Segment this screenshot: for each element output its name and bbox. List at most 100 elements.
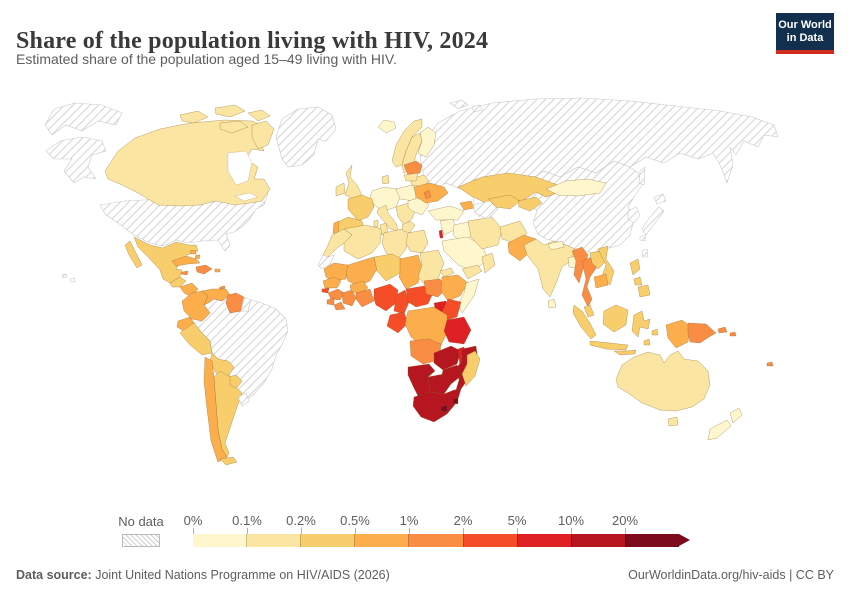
algeria-region[interactable] — [343, 224, 383, 260]
colombia-region[interactable] — [181, 290, 211, 322]
mali-region[interactable] — [345, 256, 378, 287]
china-region[interactable] — [523, 160, 643, 254]
ghana-togo-benin-region[interactable] — [355, 288, 375, 308]
australia-region[interactable] — [615, 350, 711, 412]
lesser-sunda-region[interactable] — [613, 328, 659, 356]
congo-gabon-region[interactable] — [386, 311, 409, 334]
west-new-guinea-region[interactable] — [665, 319, 691, 349]
puerto-rico-region[interactable] — [214, 268, 221, 273]
sakhalin-region[interactable] — [638, 166, 646, 186]
japan-region[interactable] — [639, 193, 667, 242]
saudi-region[interactable] — [441, 236, 489, 272]
libya-region[interactable] — [381, 228, 409, 260]
guinea-bissau-region[interactable] — [321, 287, 330, 294]
malaysia-pen-region[interactable] — [583, 304, 595, 318]
vietnam-region[interactable] — [597, 245, 615, 286]
greenland-region[interactable] — [275, 106, 337, 168]
israel-region[interactable] — [438, 229, 444, 239]
canada-region[interactable] — [104, 119, 271, 207]
alaska-region[interactable] — [45, 136, 107, 184]
kyrgyz-tajik-region[interactable] — [517, 196, 543, 212]
nigeria-region[interactable] — [373, 283, 399, 312]
somalia-region[interactable] — [457, 278, 480, 314]
philippines-region[interactable] — [629, 258, 651, 298]
venezuela-region[interactable] — [201, 288, 231, 306]
mauritania-region[interactable] — [323, 262, 349, 282]
eritrea-region[interactable] — [439, 267, 455, 278]
legend-segment-b7[interactable] — [570, 534, 625, 547]
legend-segment-b4[interactable] — [408, 534, 463, 547]
legend-segment-b1[interactable] — [246, 534, 301, 547]
guinea-region[interactable] — [327, 288, 345, 301]
lithuania-region[interactable] — [403, 172, 419, 182]
svalbard-region[interactable] — [449, 99, 483, 113]
yemen-region[interactable] — [461, 264, 483, 280]
nepal-region[interactable] — [547, 240, 565, 251]
french-guiana-region[interactable] — [240, 296, 252, 312]
moldova-region[interactable] — [423, 189, 432, 200]
tanzania-region[interactable] — [443, 316, 472, 345]
legend-segment-b2[interactable] — [300, 534, 355, 547]
madagascar-region[interactable] — [461, 350, 481, 387]
hawaii-region[interactable] — [61, 273, 76, 283]
tasmania-region[interactable] — [667, 416, 679, 427]
western-sahara-region[interactable] — [317, 254, 335, 270]
hispaniola-region[interactable] — [195, 264, 213, 275]
liberia-region[interactable] — [333, 301, 346, 311]
azerbaijan-region[interactable] — [459, 200, 475, 211]
turkey-region[interactable] — [427, 205, 465, 221]
turkmenistan-region[interactable] — [472, 200, 499, 220]
borneo-region[interactable] — [602, 304, 629, 333]
lesotho-region[interactable] — [440, 404, 448, 413]
ireland-region[interactable] — [335, 182, 346, 197]
legend-no-data-swatch[interactable] — [122, 534, 160, 547]
tunisia-region[interactable] — [379, 222, 389, 236]
iceland-region[interactable] — [377, 119, 397, 134]
senegal-region[interactable] — [322, 276, 342, 289]
chukotka-region[interactable] — [44, 102, 123, 136]
cambodia-region[interactable] — [593, 273, 609, 289]
legend-segment-b5[interactable] — [462, 534, 517, 547]
argentina-region[interactable] — [213, 370, 243, 466]
india-region[interactable] — [523, 238, 576, 298]
cuba-region[interactable] — [171, 255, 201, 267]
sri-lanka-region[interactable] — [547, 298, 557, 309]
guatemala-belize-region[interactable] — [169, 276, 187, 288]
uzbekistan-region[interactable] — [487, 194, 521, 210]
png-region[interactable] — [687, 322, 728, 344]
zambia-region[interactable] — [433, 345, 462, 371]
nz-region[interactable] — [707, 407, 743, 441]
sumatra-region[interactable] — [572, 304, 597, 340]
iran-region[interactable] — [467, 216, 503, 250]
myanmar-region[interactable] — [571, 246, 589, 284]
mexico-region[interactable] — [124, 236, 199, 284]
korea-region[interactable] — [627, 206, 641, 224]
taiwan-region[interactable] — [641, 248, 649, 258]
sulawesi-region[interactable] — [631, 310, 651, 338]
denmark-region[interactable] — [381, 174, 390, 185]
jamaica-region[interactable] — [180, 270, 189, 276]
norway-region[interactable] — [391, 118, 423, 168]
uk-region[interactable] — [344, 164, 363, 200]
java-region[interactable] — [589, 340, 629, 351]
finland-region[interactable] — [417, 126, 437, 158]
eswatini-region[interactable] — [452, 397, 459, 405]
legend-segment-b8[interactable] — [624, 534, 679, 547]
legend-segment-b3[interactable] — [354, 534, 409, 547]
uruguay-region[interactable] — [237, 392, 250, 407]
oman-region[interactable] — [481, 252, 496, 274]
ukraine-region[interactable] — [413, 182, 449, 204]
owid-url-license[interactable]: OurWorldinData.org/hiv-aids | CC BY — [628, 568, 834, 582]
cote-divoire-region[interactable] — [341, 289, 357, 307]
owid-logo[interactable]: Our World in Data — [776, 13, 834, 54]
bahamas-region[interactable] — [189, 249, 201, 260]
baltics-region[interactable] — [403, 160, 423, 176]
cameroon-region[interactable] — [393, 289, 410, 315]
solomon-region[interactable] — [729, 331, 737, 337]
fiji-region[interactable] — [766, 361, 774, 367]
chad-region[interactable] — [398, 254, 423, 290]
south-sudan-region[interactable] — [423, 278, 447, 298]
legend-segment-b0[interactable] — [193, 534, 247, 547]
mongolia-region[interactable] — [545, 178, 607, 197]
legend-segment-b6[interactable] — [516, 534, 571, 547]
